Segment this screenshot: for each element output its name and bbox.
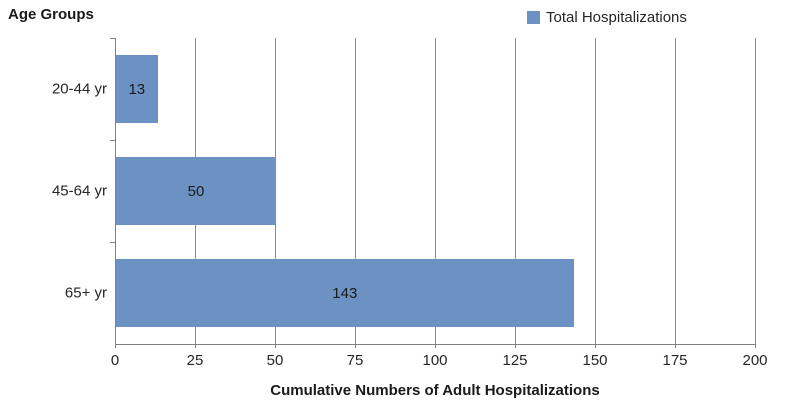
bar-20-44-yr: 13 <box>116 55 158 123</box>
x-tick-mark-50 <box>275 344 276 348</box>
legend: Total Hospitalizations <box>527 9 687 26</box>
x-tick-label-150: 150 <box>582 352 608 369</box>
x-tick-label-200: 200 <box>742 352 768 369</box>
y-tick-mark <box>110 38 115 39</box>
x-tick-label-100: 100 <box>422 352 448 369</box>
x-tick-mark-175 <box>675 344 676 348</box>
x-tick-mark-150 <box>595 344 596 348</box>
x-tick-mark-75 <box>355 344 356 348</box>
plot-area: 13 50 143 <box>110 38 756 348</box>
x-tick-label-175: 175 <box>662 352 688 369</box>
x-tick-label-25: 25 <box>186 352 204 369</box>
bar-data-label: 143 <box>332 284 358 302</box>
x-tick-label-50: 50 <box>266 352 284 369</box>
x-tick-mark-100 <box>435 344 436 348</box>
bar-data-label: 13 <box>128 80 146 98</box>
bar-65-yr: 143 <box>116 259 574 327</box>
x-tick-label-125: 125 <box>502 352 528 369</box>
x-tick-mark-25 <box>195 344 196 348</box>
legend-swatch-icon <box>527 11 540 24</box>
legend-label: Total Hospitalizations <box>546 9 687 26</box>
x-tick-mark-0 <box>115 344 116 348</box>
bar-data-label: 50 <box>187 182 205 200</box>
x-tick-mark-125 <box>515 344 516 348</box>
category-label-20-44-yr: 20-44 yr <box>51 80 107 98</box>
gridline-x-125 <box>515 38 516 344</box>
category-label-45-64-yr: 45-64 yr <box>51 182 107 200</box>
gridline-x-150 <box>595 38 596 344</box>
x-tick-label-75: 75 <box>346 352 364 369</box>
gridline-x-100 <box>435 38 436 344</box>
chart-title: Age Groups <box>8 6 94 23</box>
category-label-65-yr: 65+ yr <box>64 284 107 302</box>
gridline-x-75 <box>355 38 356 344</box>
gridline-x-175 <box>675 38 676 344</box>
x-tick-mark-200 <box>755 344 756 348</box>
x-tick-label-0: 0 <box>110 352 120 369</box>
gridline-x-200 <box>755 38 756 344</box>
y-tick-mark <box>110 242 115 243</box>
y-tick-mark <box>110 140 115 141</box>
x-axis-title: Cumulative Numbers of Adult Hospitalizat… <box>270 382 600 399</box>
bar-45-64-yr: 50 <box>116 157 276 225</box>
